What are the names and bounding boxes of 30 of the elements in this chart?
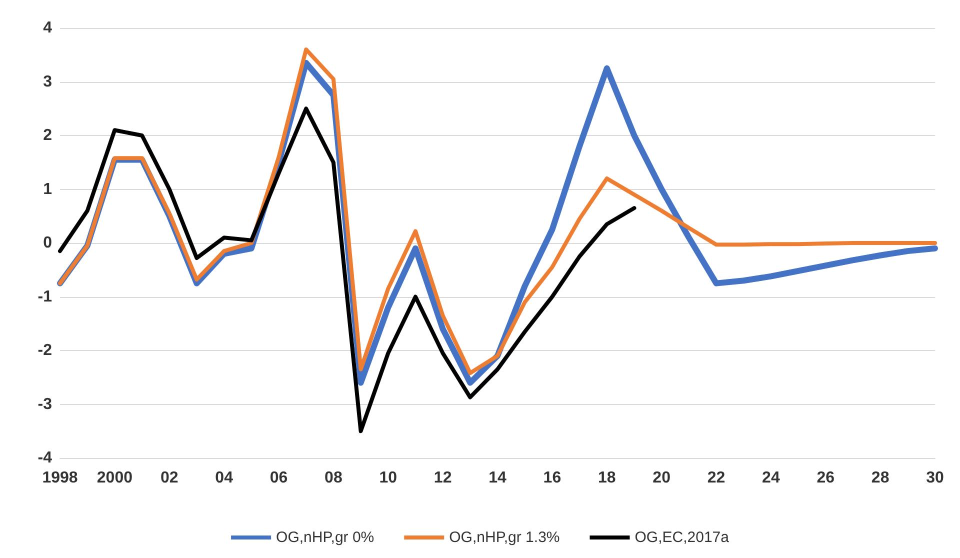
y-tick-label: 4 (43, 20, 52, 36)
x-tick-label: 08 (324, 470, 342, 486)
x-tick-label: 2000 (96, 470, 133, 486)
x-tick-label: 30 (926, 470, 944, 486)
y-tick-label: 0 (43, 234, 52, 252)
y-tick-label: -2 (38, 342, 52, 359)
legend-label: OG,EC,2017a (634, 529, 730, 546)
x-tick-label: 02 (160, 470, 178, 486)
y-tick-label: 1 (43, 180, 52, 198)
legend-label: OG,nHP,gr 0% (276, 529, 374, 546)
x-tick-label: 14 (488, 470, 506, 486)
x-tick-label: 04 (215, 470, 234, 486)
x-tick-label: 1998 (42, 470, 78, 486)
y-tick-label: -4 (38, 450, 52, 466)
x-tick-label: 16 (543, 470, 562, 486)
y-tick-label: -3 (38, 396, 52, 413)
x-tick-label: 28 (871, 470, 890, 486)
x-tick-label: 18 (598, 470, 616, 486)
x-tick-label: 20 (652, 470, 671, 486)
y-tick-label: 2 (43, 127, 52, 144)
x-tick-label: 10 (379, 470, 398, 486)
y-tick-label: 3 (43, 73, 52, 90)
x-tick-label: 12 (434, 470, 452, 486)
x-tick-label: 24 (762, 470, 780, 486)
y-tick-label: -1 (38, 288, 52, 306)
x-tick-label: 06 (270, 470, 288, 486)
x-tick-label: 26 (816, 470, 835, 486)
legend-label: OG,nHP,gr 1.3% (449, 529, 560, 546)
x-tick-label: 22 (707, 470, 726, 486)
line-series (58, 106, 636, 434)
